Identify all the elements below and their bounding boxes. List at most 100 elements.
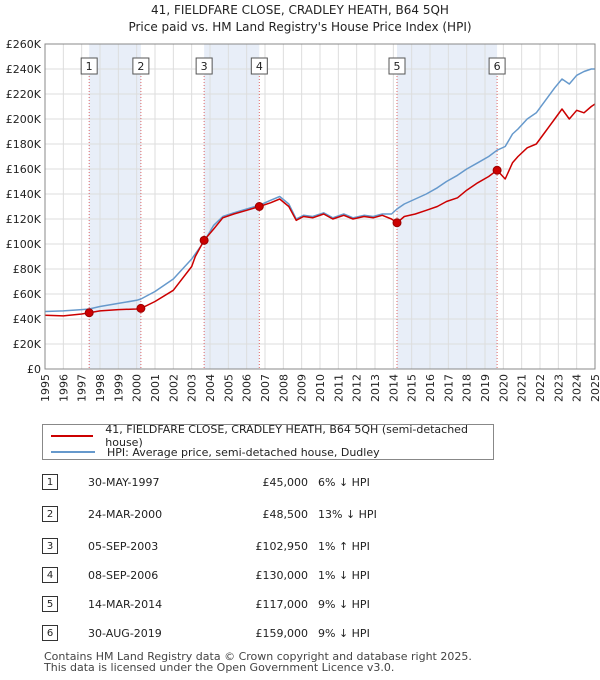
x-tick-label: 2025 — [589, 374, 600, 402]
x-tick-label: 2007 — [259, 374, 272, 402]
transaction-number: 1 — [42, 474, 58, 490]
hpi-line — [44, 68, 595, 313]
x-tick-label: 2013 — [369, 374, 382, 402]
sale-point — [84, 308, 94, 318]
table-row: 3 05-SEP-2003 £102,950 1% ↑ HPI — [42, 538, 542, 558]
y-tick-label: £20K — [13, 338, 42, 351]
sale-point — [199, 235, 209, 245]
legend-swatch-property — [51, 435, 94, 437]
x-tick-label: 2004 — [204, 374, 217, 402]
x-tick-label: 2005 — [222, 374, 235, 402]
y-tick-label: £60K — [13, 288, 42, 301]
sale-number-label: 6 — [494, 60, 501, 73]
x-tick-label: 2022 — [534, 374, 547, 402]
sale-point — [392, 218, 402, 228]
legend-swatch-hpi — [51, 451, 95, 453]
transaction-price: £117,000 — [255, 598, 309, 611]
transaction-date: 14-MAR-2014 — [88, 598, 163, 611]
y-tick-label: £120K — [6, 213, 42, 226]
chart-title: 41, FIELDFARE CLOSE, CRADLEY HEATH, B64 … — [151, 3, 449, 17]
y-tick-label: £160K — [6, 163, 42, 176]
sale-number-box — [388, 57, 406, 75]
x-tick-label: 2011 — [332, 374, 345, 402]
x-tick-label: 1995 — [39, 374, 52, 402]
y-tick-label: £240K — [6, 63, 42, 76]
table-row: 6 30-AUG-2019 £159,000 9% ↓ HPI — [42, 625, 542, 645]
transaction-hpi-diff: 1% ↑ HPI — [318, 540, 370, 553]
transaction-number: 5 — [42, 596, 58, 612]
shaded-band — [89, 44, 141, 369]
transaction-number: 4 — [42, 567, 58, 583]
x-tick-label: 2020 — [497, 374, 510, 402]
transaction-date: 30-AUG-2019 — [88, 627, 162, 640]
footer: Contains HM Land Registry data © Crown c… — [44, 651, 472, 673]
x-tick-label: 2001 — [149, 374, 162, 402]
y-tick-label: £40K — [13, 313, 42, 326]
x-tick-label: 1997 — [76, 374, 89, 402]
x-tick-label: 2016 — [424, 374, 437, 402]
x-tick-label: 2010 — [314, 374, 327, 402]
sale-point — [136, 303, 146, 313]
y-tick-label: £0 — [27, 363, 41, 376]
transaction-price: £130,000 — [255, 569, 309, 582]
x-tick-label: 2015 — [406, 374, 419, 402]
x-tick-label: 2006 — [241, 374, 254, 402]
shaded-band — [204, 44, 260, 369]
transaction-number: 6 — [42, 625, 58, 641]
plot-area-border — [44, 43, 596, 370]
y-tick-label: £180K — [6, 138, 42, 151]
x-tick-label: 1998 — [94, 374, 107, 402]
property-price-line — [44, 103, 596, 317]
legend-item-hpi: HPI: Average price, semi-detached house,… — [51, 444, 380, 460]
table-row: 4 08-SEP-2006 £130,000 1% ↓ HPI — [42, 567, 542, 587]
chart-subtitle: Price paid vs. HM Land Registry's House … — [128, 20, 471, 34]
price-chart: 41, FIELDFARE CLOSE, CRADLEY HEATH, B64 … — [6, 3, 600, 402]
sale-number-label: 4 — [256, 60, 263, 73]
y-tick-label: £100K — [6, 238, 42, 251]
sale-number-label: 5 — [394, 60, 401, 73]
y-tick-label: £200K — [6, 113, 42, 126]
x-tick-label: 2008 — [277, 374, 290, 402]
x-tick-label: 2023 — [552, 374, 565, 402]
transaction-price: £159,000 — [255, 627, 309, 640]
transaction-hpi-diff: 13% ↓ HPI — [318, 508, 377, 521]
table-row: 1 30-MAY-1997 £45,000 6% ↓ HPI — [42, 474, 542, 494]
transaction-number: 2 — [42, 506, 58, 522]
legend-label-property: 41, FIELDFARE CLOSE, CRADLEY HEATH, B64 … — [105, 423, 468, 449]
sale-number-box — [80, 57, 98, 75]
sale-point — [492, 165, 502, 175]
sale-point — [254, 202, 264, 211]
x-tick-label: 2012 — [351, 374, 364, 402]
transaction-price: £102,950 — [255, 540, 309, 553]
transaction-hpi-diff: 9% ↓ HPI — [318, 627, 370, 640]
y-tick-label: £140K — [6, 188, 42, 201]
transaction-number: 3 — [42, 538, 58, 554]
transaction-hpi-diff: 1% ↓ HPI — [318, 569, 370, 582]
x-tick-label: 1999 — [112, 374, 125, 402]
transaction-date: 30-MAY-1997 — [88, 476, 160, 489]
copyright-notice: Contains HM Land Registry data © Crown c… — [44, 650, 472, 663]
transaction-date: 08-SEP-2006 — [88, 569, 159, 582]
x-tick-label: 2003 — [186, 374, 199, 402]
transaction-hpi-diff: 6% ↓ HPI — [318, 476, 370, 489]
sale-number-box — [195, 57, 213, 75]
licence-notice: This data is licensed under the Open Gov… — [44, 661, 395, 674]
transaction-date: 24-MAR-2000 — [88, 508, 163, 521]
sale-number-box — [250, 57, 268, 75]
sale-number-box — [132, 57, 150, 75]
x-tick-label: 2002 — [167, 374, 180, 402]
y-tick-label: £220K — [6, 88, 42, 101]
legend-item-property: 41, FIELDFARE CLOSE, CRADLEY HEATH, B64 … — [51, 423, 493, 449]
sale-number-label: 2 — [137, 60, 144, 73]
x-tick-label: 2000 — [131, 374, 144, 402]
transaction-price: £45,000 — [262, 476, 309, 489]
x-tick-label: 2024 — [571, 374, 584, 402]
table-row: 5 14-MAR-2014 £117,000 9% ↓ HPI — [42, 596, 542, 616]
x-tick-label: 2019 — [479, 374, 492, 402]
shaded-band — [397, 44, 498, 369]
y-tick-label: £80K — [13, 263, 42, 276]
x-tick-label: 2014 — [387, 374, 400, 402]
sale-number-label: 1 — [86, 60, 93, 73]
sale-number-label: 3 — [201, 60, 208, 73]
x-tick-label: 2021 — [516, 374, 529, 402]
